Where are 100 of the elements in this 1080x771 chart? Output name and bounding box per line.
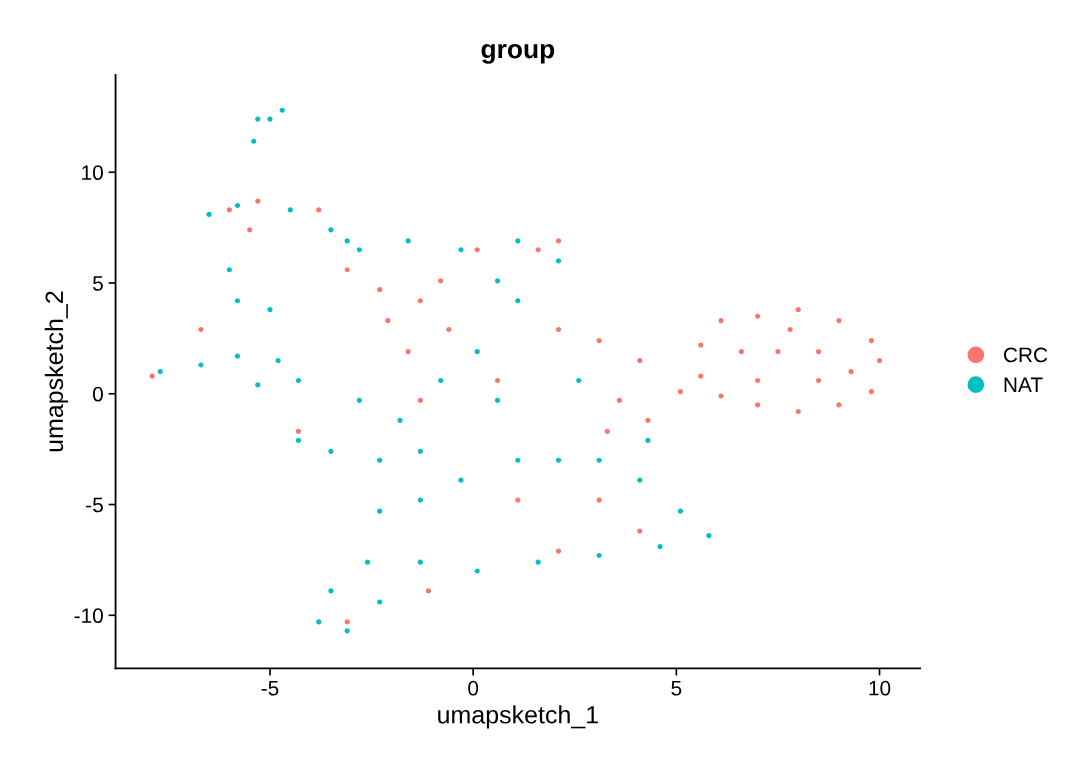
point (645, 417, 651, 423)
point (198, 362, 204, 368)
point (405, 238, 411, 244)
point (718, 393, 724, 399)
point (251, 138, 257, 144)
point (405, 349, 411, 355)
point (755, 402, 761, 408)
y-tick-label: 0 (92, 386, 103, 402)
point (344, 267, 350, 273)
point (206, 211, 212, 217)
point (755, 377, 761, 384)
point (677, 508, 683, 514)
point (645, 437, 651, 443)
point (494, 397, 501, 404)
point (555, 457, 562, 463)
point (356, 247, 362, 253)
point (417, 497, 423, 503)
point (515, 238, 521, 244)
point (637, 477, 643, 483)
point (836, 318, 842, 324)
point (815, 349, 822, 355)
point (474, 247, 480, 253)
point (637, 357, 643, 364)
point (795, 408, 801, 415)
point (494, 278, 501, 284)
point (157, 369, 163, 375)
x-tick-label: 5 (671, 681, 682, 696)
point (787, 326, 793, 333)
point (255, 382, 261, 388)
point (234, 202, 241, 209)
point (295, 377, 302, 384)
point (295, 437, 302, 443)
x-tick-label: -5 (261, 681, 279, 696)
point (555, 548, 562, 554)
point (604, 428, 610, 435)
point (438, 278, 444, 284)
point (576, 377, 582, 384)
point (344, 628, 350, 634)
point (287, 207, 293, 213)
point (385, 318, 391, 324)
point (535, 247, 541, 253)
point (279, 107, 285, 113)
point (267, 116, 273, 122)
point (397, 417, 403, 423)
point (718, 318, 724, 324)
point (377, 599, 383, 605)
point (328, 227, 334, 233)
point (698, 373, 704, 379)
chart-title: group (481, 43, 555, 64)
point (198, 326, 204, 333)
point (596, 338, 602, 344)
point (446, 326, 452, 333)
point (596, 457, 602, 463)
point (868, 388, 874, 395)
point (555, 258, 562, 264)
point (848, 369, 854, 375)
point (755, 313, 761, 319)
legend-label: CRC (1003, 347, 1048, 363)
point (295, 428, 302, 435)
point (328, 448, 334, 454)
y-tick-label: -5 (86, 497, 103, 513)
x-tick-label: 10 (869, 680, 891, 696)
point (494, 377, 501, 384)
point (417, 448, 423, 454)
point (316, 619, 322, 625)
point (637, 528, 643, 534)
point (515, 497, 521, 503)
point (275, 357, 281, 364)
point (775, 349, 781, 355)
point (417, 559, 423, 565)
x-axis-title: umapsketch_1 (438, 705, 598, 729)
point (836, 402, 842, 408)
point (226, 267, 232, 273)
point (417, 397, 423, 404)
y-tick-label: 10 (82, 165, 103, 181)
point (698, 342, 704, 348)
y-axis-title: umapsketch_2 (44, 291, 69, 452)
x-tick-label: 0 (468, 680, 479, 696)
y-tick-label: 5 (93, 276, 103, 291)
point (876, 357, 883, 364)
point (425, 588, 432, 594)
point (267, 307, 273, 313)
point (247, 227, 253, 233)
point (234, 353, 241, 359)
point (868, 338, 874, 344)
point (226, 207, 232, 213)
legend-label: NAT (1004, 377, 1043, 392)
point (535, 559, 541, 565)
point (377, 457, 383, 463)
point (438, 377, 444, 384)
point (596, 497, 602, 503)
point (657, 544, 663, 550)
point (815, 377, 822, 384)
point (417, 298, 423, 304)
point (616, 397, 623, 404)
point (316, 207, 322, 213)
point (515, 298, 521, 304)
point (555, 238, 562, 244)
point (234, 298, 241, 304)
point (738, 349, 744, 355)
